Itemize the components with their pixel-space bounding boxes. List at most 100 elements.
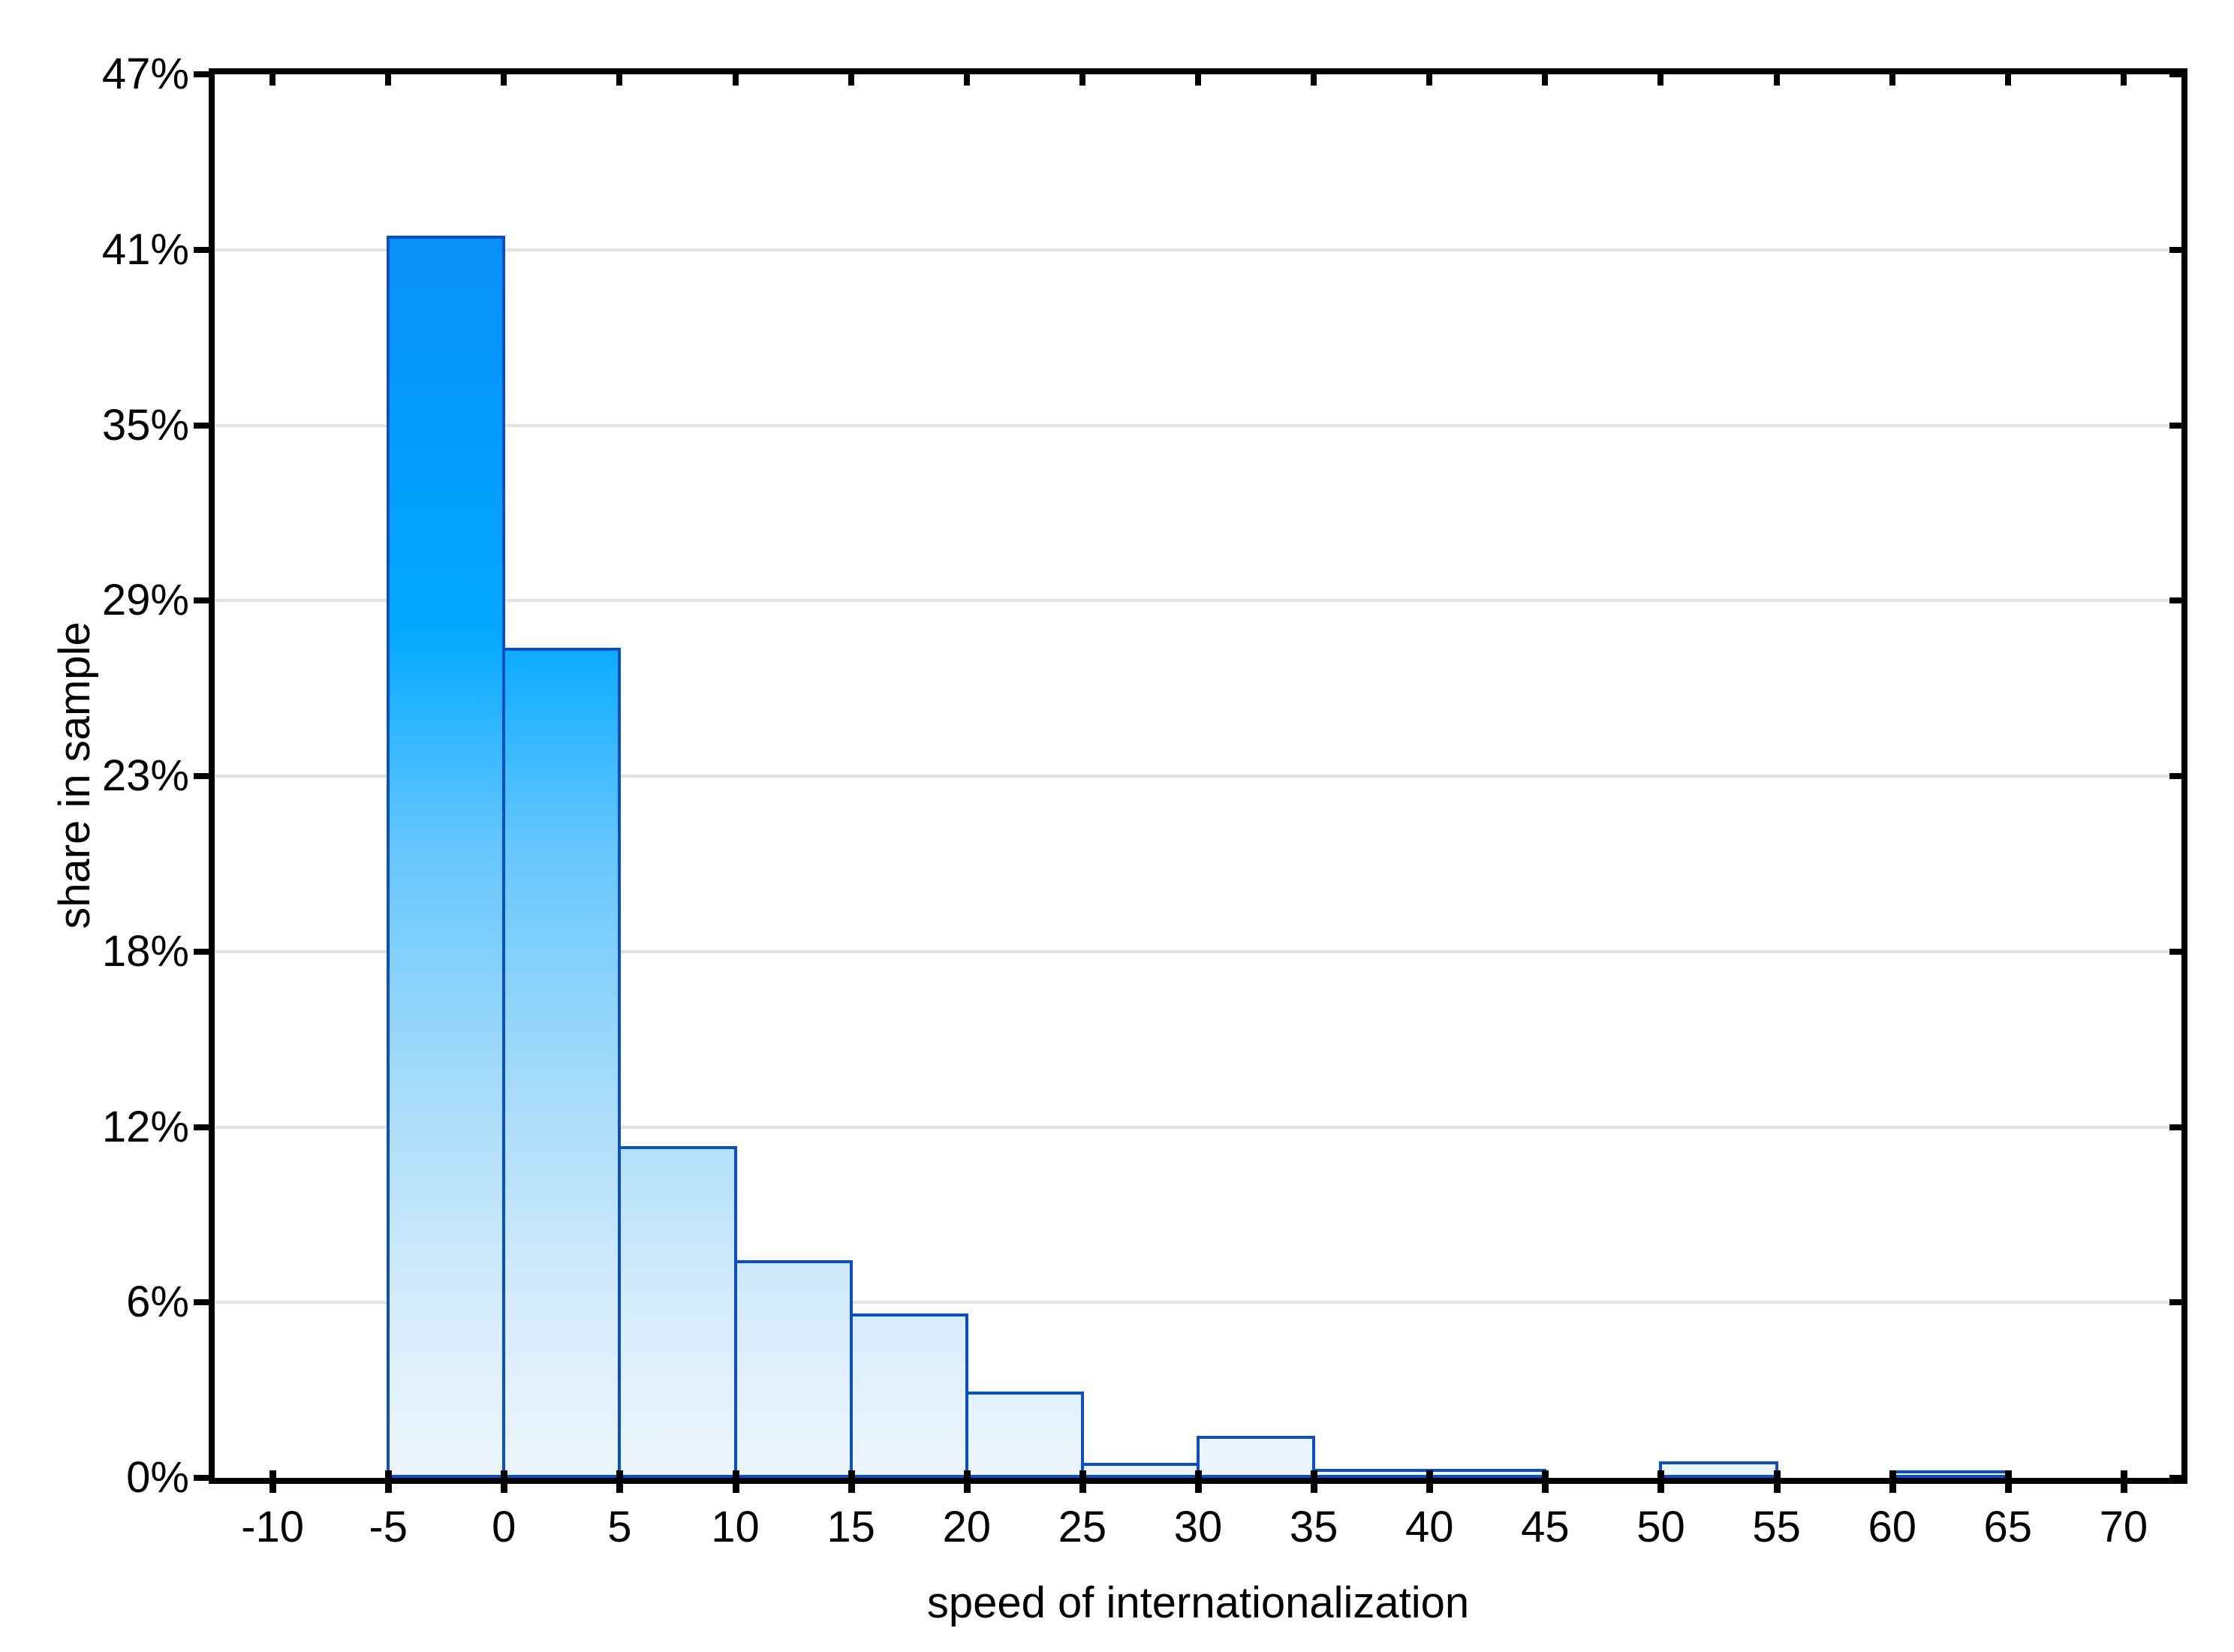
y-tick-right-41% [2169,246,2181,253]
gridline-41% [215,248,2181,251]
x-tick-bottom-25 [1079,1470,1086,1493]
x-tick-label-65: 65 [1983,1503,2033,1551]
histogram-bar-0-to-5 [502,647,622,1478]
y-tick-label-0%: 0% [126,1453,189,1502]
x-tick-bottom-55 [1773,1470,1781,1493]
plot-inner [194,71,2181,1493]
x-tick-bottom-65 [2004,1470,2012,1493]
y-tick-right-23% [2169,773,2181,779]
histogram-bar-15-to-20 [849,1313,968,1478]
x-tick-bottom-45 [1542,1470,1549,1493]
x-tick-top-25 [1079,74,1085,86]
x-tick-top-0 [501,74,507,86]
x-tick-bottom--5 [385,1470,393,1493]
y-tick-left-41% [194,246,209,253]
x-tick-bottom-10 [732,1470,739,1493]
gridline-35% [215,423,2181,427]
x-tick-bottom-30 [1195,1470,1202,1493]
x-tick-top-55 [1773,74,1780,86]
x-tick-label-25: 25 [1058,1503,1107,1551]
x-tick-bottom-0 [501,1470,508,1493]
y-tick-label-41%: 41% [101,224,189,274]
x-tick-label-45: 45 [1521,1503,1570,1551]
x-tick-label-55: 55 [1752,1503,1801,1551]
y-tick-label-35%: 35% [101,400,189,450]
x-tick-top-35 [1311,74,1317,86]
histogram-bar-5-to-10 [618,1146,737,1478]
x-tick-label--5: -5 [369,1503,408,1551]
histogram-bar-60-to-65 [1890,1470,2010,1478]
x-tick-label-35: 35 [1289,1503,1338,1551]
histogram-bar-35-to-40 [1312,1469,1432,1478]
y-tick-left-0% [194,1475,209,1481]
x-tick-top-20 [963,74,970,86]
y-tick-left-35% [194,422,209,429]
x-tick-top-15 [848,74,854,86]
x-tick-label-20: 20 [942,1503,991,1551]
x-tick-label-30: 30 [1173,1503,1223,1551]
x-tick-label-40: 40 [1405,1503,1454,1551]
y-tick-left-12% [194,1124,209,1130]
x-tick-label-0: 0 [492,1503,516,1551]
x-tick-label-60: 60 [1868,1503,1916,1551]
histogram-bar-25-to-30 [1080,1463,1200,1478]
y-tick-left-18% [194,948,209,955]
y-tick-right-47% [2169,71,2181,77]
x-tick-label-15: 15 [826,1503,875,1551]
y-tick-right-0% [2169,1475,2181,1481]
x-tick-bottom-5 [616,1470,624,1493]
y-tick-left-23% [194,773,209,779]
x-tick-bottom-20 [963,1470,971,1493]
x-tick-bottom--10 [269,1470,277,1493]
histogram-bar--5-to-0 [387,235,506,1478]
histogram-bar-10-to-15 [733,1259,853,1478]
x-tick-bottom-15 [848,1470,855,1493]
x-tick-top-5 [616,74,623,86]
x-tick-top-70 [2120,74,2127,86]
y-tick-left-29% [194,597,209,604]
y-tick-label-6%: 6% [126,1277,189,1327]
x-tick-label-5: 5 [607,1503,632,1551]
y-tick-right-18% [2169,948,2181,955]
y-tick-label-23%: 23% [101,751,189,800]
y-tick-right-35% [2169,422,2181,429]
x-tick-top-10 [732,74,739,86]
x-tick-top-50 [1657,74,1664,86]
gridline-6% [215,1301,2181,1304]
y-tick-right-29% [2169,597,2181,604]
y-tick-right-6% [2169,1299,2181,1306]
histogram-bar-50-to-55 [1659,1461,1778,1478]
x-tick-label-70: 70 [2099,1503,2148,1551]
histogram-bar-20-to-25 [965,1391,1084,1478]
y-tick-right-12% [2169,1124,2181,1130]
x-tick-top-30 [1195,74,1201,86]
histogram-bar-40-to-45 [1428,1469,1547,1478]
x-tick-bottom-40 [1426,1470,1434,1493]
x-tick-bottom-70 [2120,1470,2127,1493]
x-tick-top--5 [385,74,392,86]
x-tick-top-40 [1426,74,1433,86]
y-tick-label-47%: 47% [101,50,189,98]
y-tick-label-18%: 18% [101,926,189,976]
x-axis-title: speed of internationalization [926,1578,1470,1627]
y-tick-left-6% [194,1299,209,1306]
y-tick-label-12%: 12% [101,1102,189,1151]
gridline-29% [215,599,2181,603]
x-tick-top-60 [1889,74,1895,86]
x-tick-label-10: 10 [711,1503,760,1551]
x-tick-bottom-60 [1889,1470,1896,1493]
y-tick-label-29%: 29% [101,576,189,625]
gridline-12% [215,1125,2181,1129]
gridline-18% [215,949,2181,953]
x-tick-label-50: 50 [1636,1503,1685,1551]
x-tick-bottom-35 [1311,1470,1318,1493]
x-tick-top-45 [1542,74,1549,86]
x-tick-label--10: -10 [241,1503,304,1551]
y-tick-left-47% [194,71,209,77]
histogram-bar-30-to-35 [1197,1436,1316,1478]
gridline-23% [215,775,2181,778]
x-tick-top-65 [2004,74,2011,86]
x-tick-top--10 [269,74,276,86]
x-tick-bottom-50 [1657,1470,1665,1493]
